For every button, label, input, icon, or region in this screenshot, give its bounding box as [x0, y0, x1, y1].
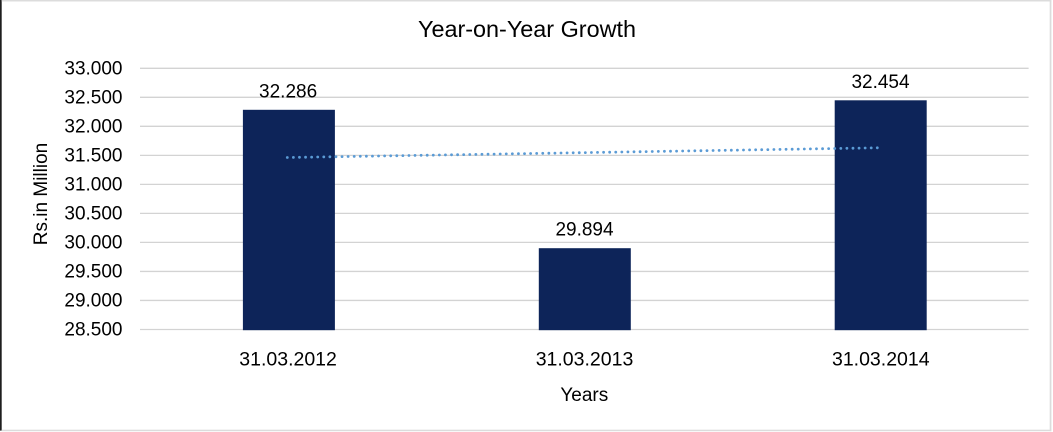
svg-text:30.500: 30.500: [64, 204, 122, 225]
svg-text:31.000: 31.000: [64, 175, 122, 196]
svg-text:32.454: 32.454: [851, 72, 910, 93]
svg-text:30.000: 30.000: [64, 233, 122, 254]
svg-text:32.500: 32.500: [64, 87, 122, 108]
svg-text:31.03.2014: 31.03.2014: [832, 349, 930, 371]
svg-text:31.03.2013: 31.03.2013: [536, 349, 634, 371]
svg-text:31.500: 31.500: [64, 145, 122, 166]
svg-text:Rs.in Million: Rs.in Million: [31, 143, 52, 245]
svg-text:Years: Years: [560, 385, 608, 406]
svg-text:31.03.2012: 31.03.2012: [239, 349, 337, 371]
svg-text:28.500: 28.500: [64, 320, 122, 341]
svg-text:33.000: 33.000: [64, 58, 122, 79]
svg-text:32.286: 32.286: [259, 81, 317, 102]
svg-text:29.500: 29.500: [64, 262, 122, 283]
svg-text:29.000: 29.000: [64, 291, 122, 312]
svg-text:29.894: 29.894: [555, 220, 614, 241]
svg-text:32.000: 32.000: [64, 116, 122, 137]
svg-text:Year-on-Year Growth: Year-on-Year Growth: [418, 16, 636, 42]
